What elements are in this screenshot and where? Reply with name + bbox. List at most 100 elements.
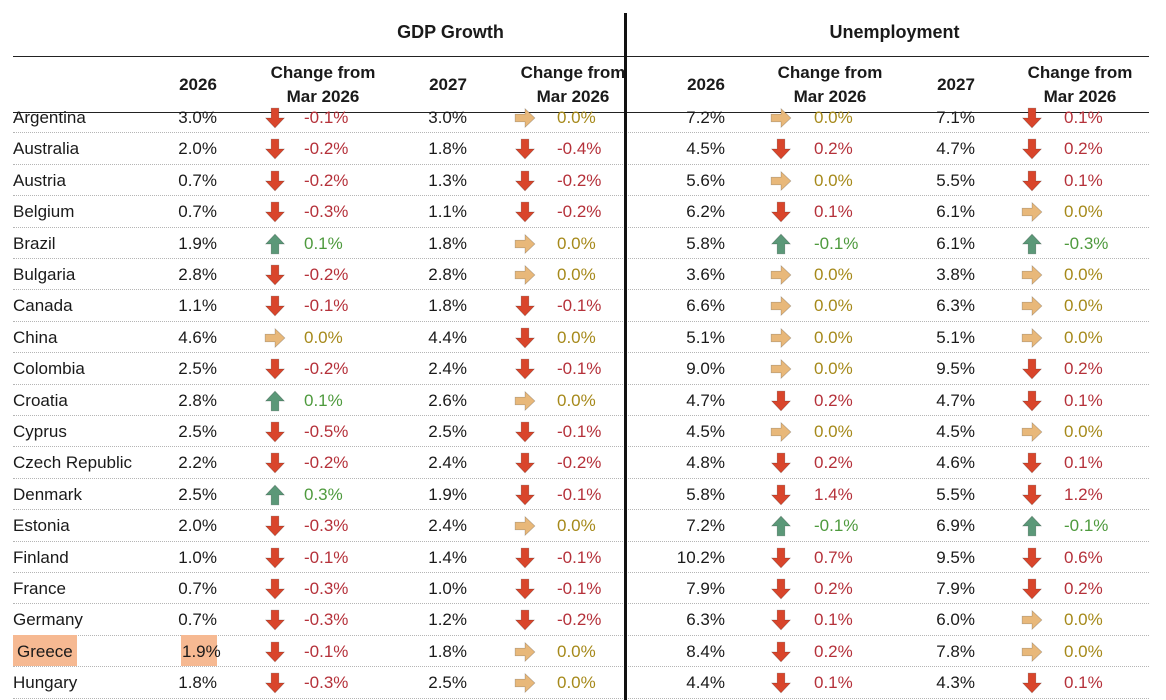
arrow-right-icon	[770, 421, 792, 443]
gdp26-value: 1.8%	[178, 673, 217, 693]
gdp27-value: 1.3%	[428, 170, 467, 190]
arrow-down-icon	[514, 296, 536, 317]
un26-value: 7.2%	[686, 516, 725, 536]
un26-change: 0.0%	[814, 327, 853, 347]
arrow-down-icon	[1021, 547, 1043, 568]
col-header-gdp-2027-change: Change from Mar 2026	[520, 63, 626, 106]
table-row: Australia 2.0% -0.2% 1.8% -0.4% 4.5% 0.2% 4.7% 0…	[13, 132, 1149, 165]
arrow-down-icon	[1021, 672, 1043, 694]
arrow-down-icon	[770, 641, 792, 663]
col-header-gdp-2026: 2026	[179, 75, 217, 94]
un26-value: 6.2%	[686, 202, 725, 222]
gdp27-value: 2.8%	[428, 265, 467, 284]
un26-change: 0.1%	[814, 610, 853, 630]
un26-change: 0.1%	[814, 202, 853, 222]
gdp26-value: 0.7%	[178, 610, 217, 630]
country-name: Brazil	[13, 233, 56, 253]
un26-change: 0.2%	[814, 641, 853, 661]
country-name: Belgium	[13, 202, 75, 222]
gdp26-change: 0.1%	[304, 233, 343, 253]
country-name: Croatia	[13, 390, 68, 410]
arrow-down-icon	[770, 453, 792, 474]
un27-value: 4.7%	[936, 139, 975, 159]
un26-change: 1.4%	[814, 484, 853, 504]
un27-change: 0.0%	[1064, 265, 1103, 284]
arrow-right-icon	[514, 264, 536, 286]
gdp27-value: 2.5%	[428, 422, 467, 441]
un26-change: -0.1%	[814, 516, 859, 536]
un26-value: 4.8%	[686, 453, 725, 473]
gdp26-value: 1.9%	[178, 233, 217, 253]
un26-value: 5.6%	[686, 170, 725, 190]
arrow-up-icon	[1021, 233, 1043, 254]
un27-change: 0.1%	[1064, 673, 1103, 693]
un26-change: 0.0%	[814, 296, 853, 316]
gdp27-change: -0.1%	[557, 422, 602, 441]
gdp26-change: -0.2%	[304, 139, 349, 159]
arrow-down-icon	[264, 610, 286, 631]
arrow-right-icon	[1021, 202, 1043, 223]
arrow-down-icon	[514, 421, 536, 443]
gdp26-change: -0.3%	[304, 610, 349, 630]
arrow-down-icon	[770, 672, 792, 694]
gdp27-change: -0.2%	[557, 453, 602, 473]
group-title-unemployment: Unemployment	[829, 22, 960, 42]
arrow-down-icon	[264, 672, 286, 694]
gdp27-value: 1.9%	[428, 484, 467, 504]
un26-change: 0.0%	[814, 359, 853, 379]
un27-value: 4.5%	[936, 422, 975, 441]
un26-value: 6.3%	[686, 610, 725, 630]
un27-change: 0.0%	[1064, 610, 1103, 630]
un27-value: 7.1%	[936, 108, 975, 127]
arrow-down-icon	[1021, 484, 1043, 506]
gdp27-value: 1.8%	[428, 296, 467, 316]
un26-value: 3.6%	[686, 265, 725, 284]
gdp27-value: 2.4%	[428, 453, 467, 473]
col-header-un-2026: 2026	[687, 75, 725, 94]
table-row: Bulgaria 2.8% -0.2% 2.8% 0.0% 3.6% 0.0% 3.8% 0.0…	[13, 258, 1149, 291]
un27-value: 9.5%	[936, 359, 975, 379]
arrow-up-icon	[264, 390, 286, 411]
arrow-down-icon	[514, 453, 536, 474]
arrow-right-icon	[1021, 264, 1043, 286]
gdp26-change: -0.2%	[304, 453, 349, 473]
gdp26-value: 1.0%	[178, 547, 217, 567]
arrow-down-icon	[1021, 170, 1043, 192]
arrow-up-icon	[770, 233, 792, 254]
country-name: Greece	[13, 634, 77, 666]
gdp26-value: 4.6%	[178, 327, 217, 347]
gdp27-change: -0.2%	[557, 170, 602, 190]
gdp27-change: 0.0%	[557, 516, 596, 536]
un27-change: 0.0%	[1064, 641, 1103, 661]
arrow-down-icon	[1021, 107, 1043, 129]
gdp26-change: -0.1%	[304, 108, 349, 127]
arrow-right-icon	[770, 296, 792, 317]
arrow-up-icon	[264, 233, 286, 254]
country-name: Hungary	[13, 673, 78, 693]
table-row: Denmark 2.5% 0.3% 1.9% -0.1% 5.8% 1.4% 5.5% 1.2%	[13, 478, 1149, 511]
gdp27-value: 1.1%	[428, 202, 467, 222]
un27-change: 0.2%	[1064, 139, 1103, 159]
arrow-down-icon	[264, 515, 286, 537]
country-name: Germany	[13, 610, 83, 630]
un27-change: 0.1%	[1064, 453, 1103, 473]
un26-value: 5.8%	[686, 233, 725, 253]
arrow-down-icon	[514, 610, 536, 631]
table-row: Estonia 2.0% -0.3% 2.4% 0.0% 7.2% -0.1% 6.9% -0.…	[13, 509, 1149, 542]
country-name: France	[13, 579, 66, 598]
un26-value: 5.8%	[686, 484, 725, 504]
gdp26-change: 0.0%	[304, 327, 343, 347]
gdp26-value: 2.0%	[178, 139, 217, 159]
un26-change: 0.2%	[814, 390, 853, 410]
gdp27-change: -0.2%	[557, 610, 602, 630]
un26-value: 4.7%	[686, 390, 725, 410]
arrow-right-icon	[514, 641, 536, 662]
table-row: Belgium 0.7% -0.3% 1.1% -0.2% 6.2% 0.1% 6.1% 0.0…	[13, 195, 1149, 228]
gdp27-value: 1.4%	[428, 547, 467, 567]
un27-change: -0.1%	[1064, 516, 1109, 536]
un26-change: 0.2%	[814, 453, 853, 473]
gdp27-value: 1.2%	[428, 610, 467, 630]
gdp26-change: -0.1%	[304, 296, 349, 316]
un27-value: 7.9%	[936, 579, 975, 598]
gdp27-value: 2.4%	[428, 516, 467, 536]
